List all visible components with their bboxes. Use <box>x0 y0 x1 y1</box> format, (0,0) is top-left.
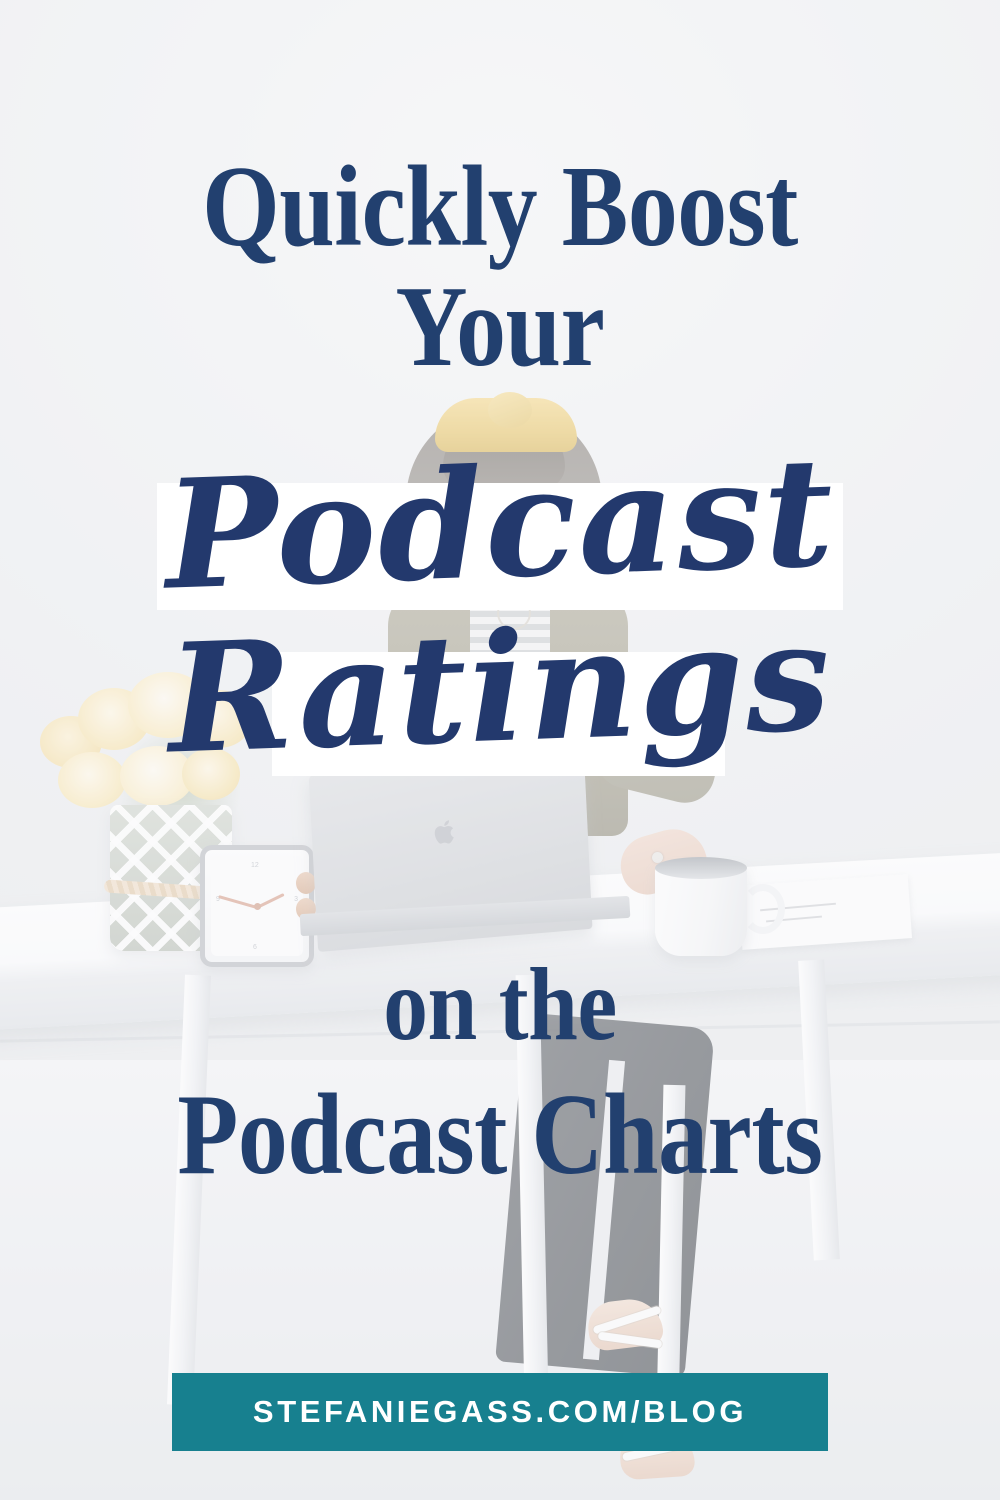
clock-face: 12 3 6 9 <box>211 856 303 956</box>
clock-numeral: 12 <box>251 862 259 869</box>
headband-knot <box>488 392 532 428</box>
script-word-ratings: Ratings <box>165 588 835 788</box>
clock-center-pin <box>253 902 261 910</box>
url-banner[interactable]: STEFANIEGASS.COM/BLOG <box>172 1373 828 1451</box>
ring <box>652 852 663 863</box>
white-highlight-box-podcast <box>157 483 843 610</box>
headline-line-5: Podcast Charts <box>177 1071 823 1199</box>
white-highlight-box-ratings <box>272 652 725 776</box>
headline-line-2: Your <box>395 263 605 391</box>
mug-rim <box>655 857 747 879</box>
clock-hour-hand <box>256 893 285 909</box>
clock-numeral: 9 <box>216 896 220 903</box>
clock-bell <box>296 872 316 894</box>
headline-line-4: on the <box>383 947 617 1062</box>
clock-numeral: 3 <box>294 896 298 903</box>
flower-bloom <box>58 752 126 808</box>
necklace <box>497 596 531 630</box>
flower-bloom <box>186 690 252 748</box>
clock-minute-hand <box>218 895 258 909</box>
apple-logo-icon <box>434 820 454 844</box>
alarm-clock: 12 3 6 9 <box>200 845 314 967</box>
clock-numeral: 6 <box>253 944 257 951</box>
mug-handle <box>741 884 785 934</box>
url-banner-label: STEFANIEGASS.COM/BLOG <box>252 1394 748 1429</box>
flower-bloom <box>182 748 240 800</box>
flower-bloom <box>120 746 194 806</box>
headline-line-1: Quickly Boost <box>202 143 798 271</box>
